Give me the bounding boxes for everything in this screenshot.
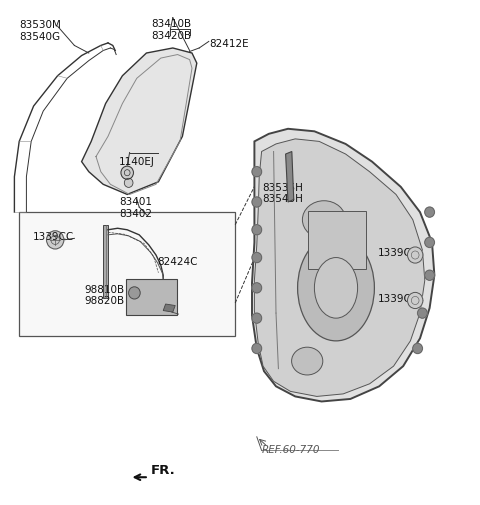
Circle shape (252, 197, 262, 207)
Polygon shape (82, 48, 197, 194)
Circle shape (252, 225, 262, 235)
Text: 83535H
83545H: 83535H 83545H (263, 183, 303, 205)
Circle shape (252, 283, 262, 293)
Circle shape (252, 167, 262, 177)
Text: FR.: FR. (151, 464, 176, 477)
Ellipse shape (298, 235, 374, 341)
Text: 1339CC: 1339CC (378, 294, 420, 304)
FancyBboxPatch shape (308, 211, 366, 269)
Circle shape (425, 237, 434, 247)
Text: REF.60-770: REF.60-770 (262, 445, 320, 456)
Circle shape (47, 231, 64, 249)
Text: 83401
83402: 83401 83402 (119, 197, 152, 219)
Circle shape (413, 343, 422, 354)
Circle shape (418, 308, 427, 318)
Text: 1339CC: 1339CC (33, 232, 74, 242)
Text: 98810B
98820B: 98810B 98820B (84, 285, 124, 307)
Circle shape (129, 287, 140, 299)
Ellipse shape (314, 258, 358, 318)
Circle shape (252, 252, 262, 263)
Polygon shape (103, 225, 108, 298)
Circle shape (408, 247, 423, 263)
Circle shape (121, 166, 133, 179)
FancyBboxPatch shape (19, 212, 235, 336)
Circle shape (425, 270, 434, 280)
Text: 82424C: 82424C (157, 257, 198, 267)
Circle shape (252, 313, 262, 323)
Text: 83410B
83420B: 83410B 83420B (151, 19, 192, 41)
Ellipse shape (291, 347, 323, 375)
Circle shape (124, 178, 133, 187)
Polygon shape (163, 304, 175, 312)
Text: 83530M
83540G: 83530M 83540G (19, 20, 61, 42)
Ellipse shape (302, 200, 346, 239)
Polygon shape (286, 152, 294, 202)
Circle shape (252, 343, 262, 354)
FancyBboxPatch shape (126, 279, 177, 315)
Text: 82412E: 82412E (209, 39, 249, 49)
Polygon shape (252, 129, 434, 401)
Polygon shape (254, 139, 425, 396)
Circle shape (425, 207, 434, 217)
Text: 1339CC: 1339CC (378, 248, 420, 259)
Circle shape (408, 292, 423, 309)
Text: 1140EJ: 1140EJ (119, 157, 155, 167)
